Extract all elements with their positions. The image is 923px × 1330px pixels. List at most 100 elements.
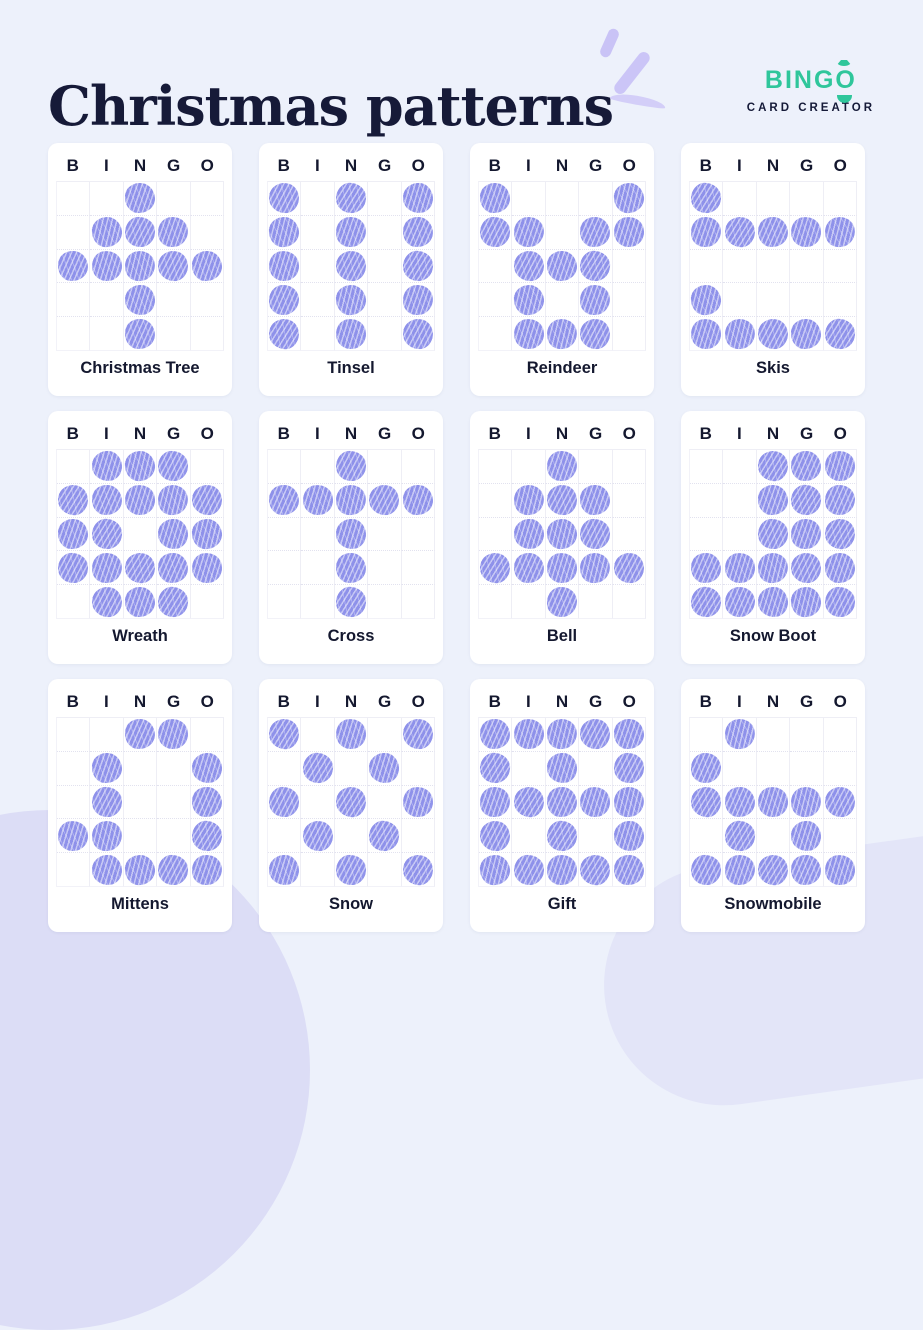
bingo-letter: B <box>66 424 79 443</box>
bingo-cell <box>57 785 91 820</box>
dauber-mark <box>690 552 722 584</box>
dauber-mark <box>578 550 613 585</box>
bingo-cell <box>512 551 546 586</box>
dauber-mark <box>191 250 223 282</box>
bingo-grid <box>56 717 225 887</box>
dauber-mark <box>266 316 302 351</box>
bingo-cell <box>268 517 302 552</box>
dauber-mark <box>613 718 645 751</box>
bingo-letter: N <box>766 692 780 711</box>
dauber-mark <box>90 585 124 619</box>
dauber-mark <box>511 784 546 820</box>
bingo-grid <box>266 181 436 351</box>
bingo-cell <box>545 450 580 484</box>
bingo-cell <box>545 215 580 250</box>
bingo-cell <box>578 317 613 351</box>
bingo-cell <box>334 282 369 318</box>
bingo-letter: B <box>488 692 501 711</box>
dauber-mark <box>156 584 191 619</box>
dauber-mark <box>90 249 123 283</box>
bingo-cell <box>544 818 580 854</box>
bingo-cell <box>722 316 757 351</box>
bingo-cell <box>368 785 402 820</box>
dauber-mark <box>756 517 790 551</box>
sparkle-stroke <box>611 49 653 97</box>
bingo-cell <box>822 215 857 250</box>
dauber-mark <box>478 819 512 853</box>
dauber-mark <box>90 853 123 886</box>
bingo-cell <box>190 785 224 820</box>
dauber-mark <box>477 750 513 786</box>
bingo-cell <box>368 718 402 752</box>
bingo-cell <box>123 819 158 854</box>
bingo-cell <box>190 450 224 484</box>
dauber-mark <box>267 249 301 283</box>
bingo-cell <box>400 248 436 284</box>
bingo-cell <box>790 853 824 887</box>
dauber-mark <box>156 853 190 887</box>
sparkle-accent-icon <box>594 22 684 112</box>
bingo-cell <box>578 248 613 284</box>
dauber-mark <box>513 552 545 584</box>
dauber-mark <box>790 450 822 482</box>
bingo-grid <box>55 449 224 619</box>
bingo-cell <box>301 517 335 552</box>
bingo-cell <box>368 751 402 786</box>
bingo-letter: G <box>377 424 392 443</box>
bingo-letter: B <box>277 692 290 711</box>
bingo-cell <box>90 182 124 216</box>
bingo-cell <box>790 317 824 351</box>
bingo-cell <box>334 751 369 786</box>
bingo-cell <box>723 249 757 284</box>
bingo-cell <box>512 751 546 786</box>
bingo-cell <box>90 785 124 820</box>
bingo-cell <box>401 215 435 250</box>
bingo-cell <box>823 819 857 854</box>
bingo-cell <box>790 283 824 318</box>
bingo-cell <box>512 317 546 351</box>
dauber-mark <box>823 585 857 619</box>
bingo-cell <box>157 283 191 318</box>
dauber-mark <box>823 785 857 819</box>
bingo-cell <box>334 483 369 518</box>
dauber-mark <box>824 552 856 584</box>
dauber-mark <box>334 282 368 317</box>
dauber-mark <box>478 852 513 887</box>
bingo-cell <box>57 182 91 216</box>
card-label: Tinsel <box>327 359 375 377</box>
dauber-mark <box>790 819 823 853</box>
bingo-cell <box>301 819 335 854</box>
bingo-letter: G <box>799 692 814 711</box>
bingo-letter: G <box>588 156 603 175</box>
bingo-cell <box>368 450 402 484</box>
dauber-mark <box>723 551 756 585</box>
dauber-mark <box>122 550 158 586</box>
bingo-cell <box>756 819 791 854</box>
bingo-cell <box>190 551 224 586</box>
dauber-mark <box>511 282 546 317</box>
bingo-cell <box>823 853 857 887</box>
bingo-cell <box>756 249 791 284</box>
dauber-mark <box>479 718 511 750</box>
dauber-mark <box>512 517 545 551</box>
dauber-mark <box>190 751 224 785</box>
bingo-cell <box>479 785 513 820</box>
bingo-cell <box>90 450 124 484</box>
bingo-cell <box>512 853 546 887</box>
bingo-cell <box>368 853 402 887</box>
dauber-mark <box>90 785 124 819</box>
bingo-cell <box>823 182 857 216</box>
bingo-cell <box>722 717 757 752</box>
dauber-mark <box>368 751 401 785</box>
bingo-cell <box>123 718 158 752</box>
bingo-cell <box>334 517 369 552</box>
bingo-cell <box>268 551 302 586</box>
bingo-cell <box>368 551 402 586</box>
bingo-letter: O <box>411 424 425 443</box>
bingo-cell <box>723 751 757 786</box>
